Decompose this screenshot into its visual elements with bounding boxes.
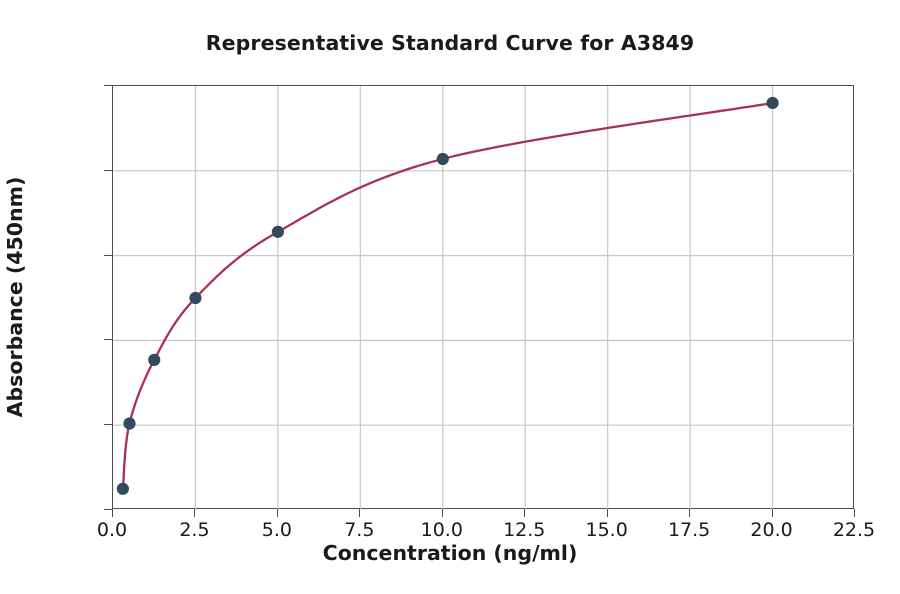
plot-area: [112, 85, 855, 510]
x-tick-mark: [194, 509, 196, 517]
x-tick-label: 12.5: [503, 519, 546, 541]
data-point-marker: [436, 152, 449, 166]
x-tick-label: 15.0: [585, 519, 628, 541]
y-tick-mark: [104, 85, 112, 86]
x-tick-label: 22.5: [832, 519, 876, 541]
x-tick-label: 20.0: [750, 519, 793, 541]
x-tick-mark: [854, 509, 855, 517]
x-tick-mark: [606, 509, 608, 517]
data-point-marker: [148, 353, 161, 366]
chart-title: Representative Standard Curve for A3849: [205, 31, 695, 55]
y-tick-mark: [104, 424, 112, 426]
data-series-standard-curve: [116, 96, 779, 495]
x-tick-label: 17.5: [667, 519, 711, 541]
x-tick-mark: [689, 509, 691, 517]
x-tick-label: 7.5: [344, 519, 375, 541]
x-axis-label: Concentration (ng/ml): [322, 541, 578, 565]
x-tick-label: 0.0: [96, 519, 128, 541]
x-tick-mark: [771, 509, 773, 517]
data-point-marker: [123, 417, 136, 430]
x-tick-mark: [112, 509, 113, 517]
y-tick-mark: [104, 509, 112, 510]
y-tick-mark: [104, 254, 112, 256]
data-point-marker: [189, 291, 202, 305]
data-point-marker: [116, 482, 129, 495]
y-tick-mark: [104, 339, 112, 341]
x-tick-label: 2.5: [179, 519, 210, 541]
x-tick-mark: [276, 509, 278, 517]
data-point-marker: [766, 96, 779, 110]
y-tick-mark: [104, 169, 112, 171]
x-tick-mark: [359, 509, 361, 517]
x-tick-mark: [441, 509, 443, 517]
y-axis-label: Absorbance (450nm): [3, 176, 27, 418]
x-tick-label: 5.0: [261, 519, 292, 541]
data-point-marker: [271, 225, 284, 238]
x-tick-mark: [524, 509, 526, 517]
x-tick-label: 10.0: [420, 519, 463, 541]
